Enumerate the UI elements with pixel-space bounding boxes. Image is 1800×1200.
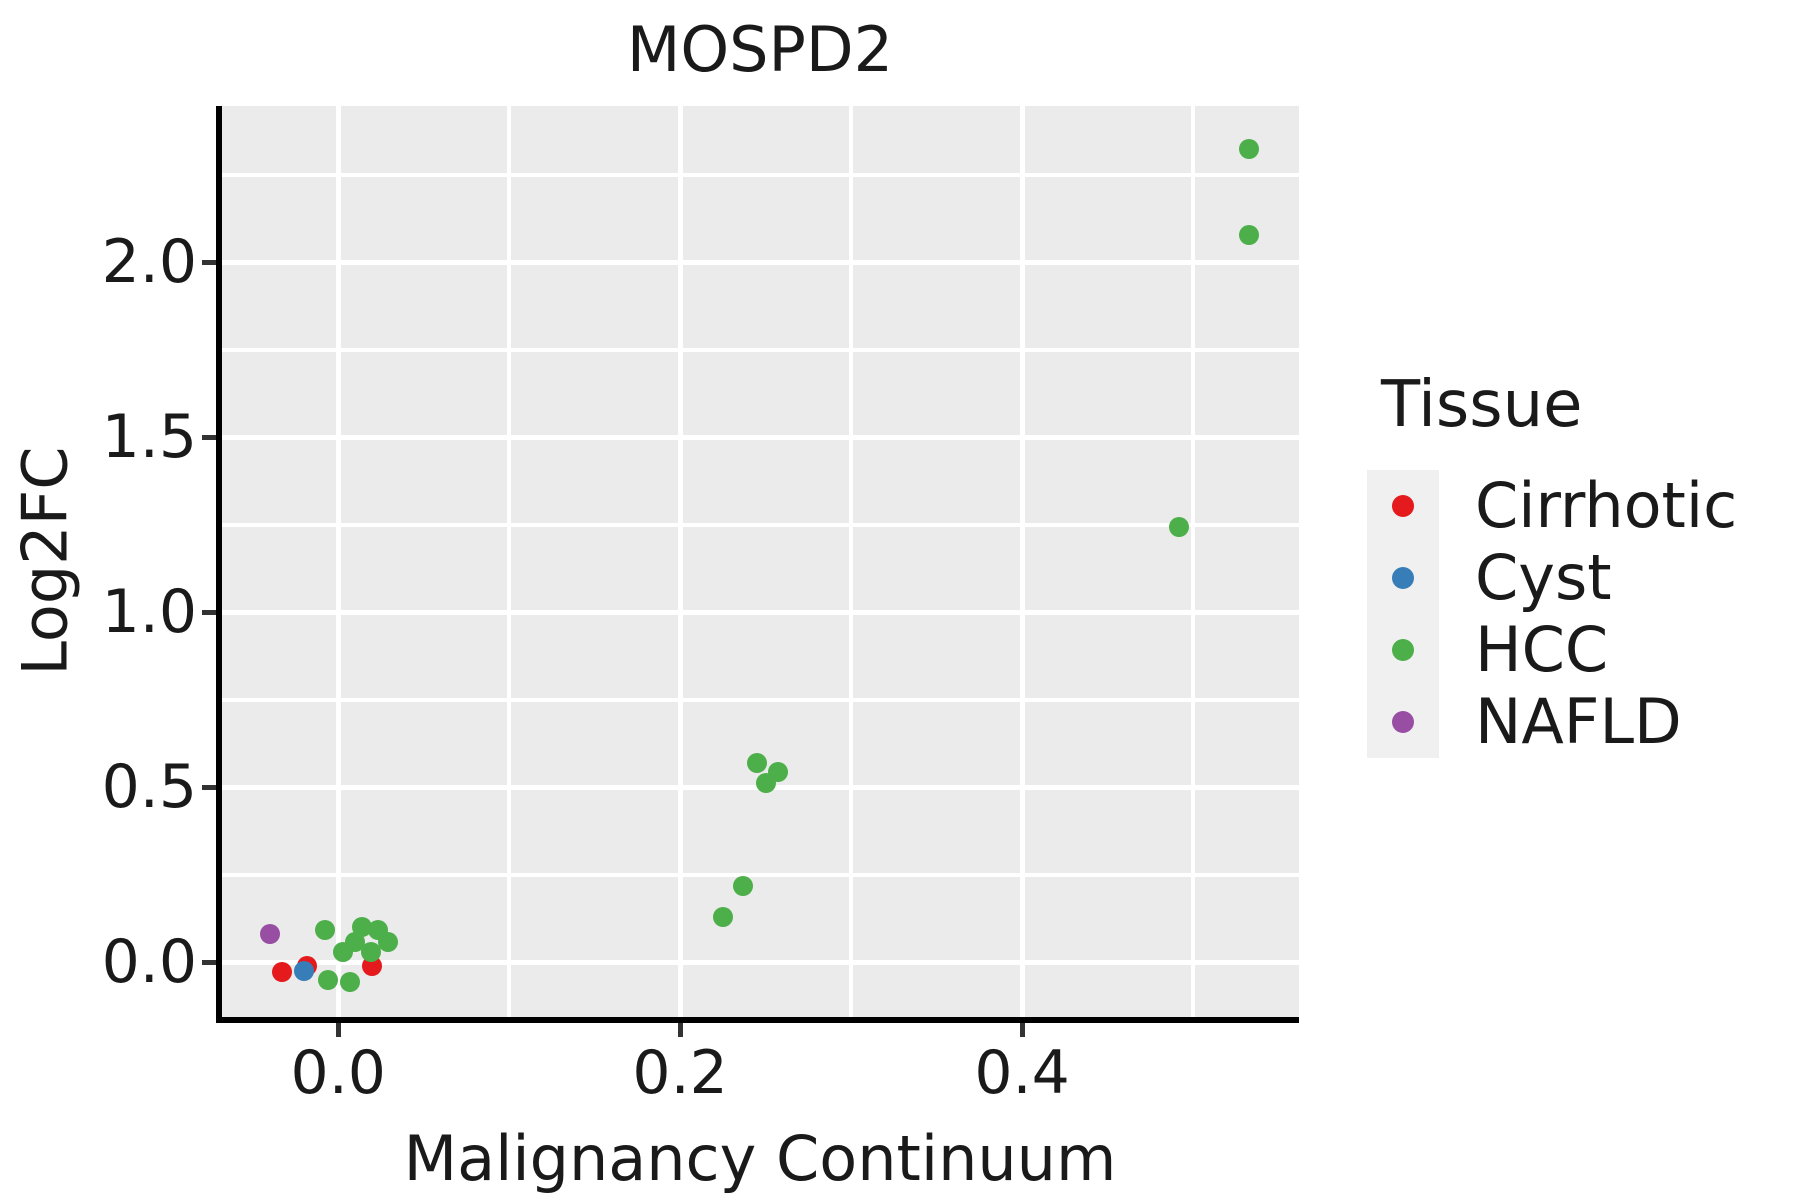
y-major-gridline	[222, 259, 1299, 265]
x-tick-label: 0.0	[290, 1038, 386, 1108]
data-point-hcc	[1239, 139, 1260, 160]
y-axis-title: Log2FC	[8, 446, 82, 676]
y-tick-label: 0.0	[101, 927, 197, 998]
data-point-cirrhotic	[271, 962, 292, 983]
legend-item-label: Cyst	[1475, 541, 1612, 614]
data-point-hcc	[712, 906, 733, 927]
y-major-gridline	[222, 959, 1299, 965]
y-minor-gridline	[222, 172, 1299, 177]
y-tick-label: 2.0	[101, 227, 197, 298]
x-minor-gridline	[507, 106, 512, 1017]
legend-item-label: HCC	[1475, 613, 1609, 686]
legend-item-cyst: Cyst	[1367, 542, 1737, 614]
x-tick-label: 0.2	[632, 1038, 728, 1108]
y-minor-gridline	[222, 697, 1299, 702]
data-point-hcc	[333, 941, 354, 962]
x-tick-mark	[1019, 1023, 1025, 1037]
legend-item-label: Cirrhotic	[1475, 469, 1738, 542]
data-point-hcc	[377, 932, 398, 953]
legend-item-hcc: HCC	[1367, 614, 1737, 686]
data-point-hcc	[340, 972, 361, 992]
x-major-gridline	[335, 106, 341, 1017]
y-tick-label: 0.5	[101, 752, 197, 823]
data-point-hcc	[352, 917, 373, 938]
data-point-hcc	[1239, 225, 1260, 246]
y-major-gridline	[222, 434, 1299, 440]
data-point-hcc	[733, 876, 754, 897]
legend-key	[1367, 686, 1439, 758]
x-tick-mark	[677, 1023, 683, 1037]
legend-dot-cyst	[1392, 567, 1414, 589]
legend-title: Tissue	[1381, 368, 1583, 442]
x-tick-mark	[335, 1023, 341, 1037]
x-major-gridline	[677, 106, 683, 1017]
y-minor-gridline	[222, 522, 1299, 527]
x-axis-title: Malignancy Continuum	[403, 1122, 1117, 1195]
data-point-hcc	[1169, 517, 1190, 538]
legend-items: Cirrhotic Cyst HCC NAFLD	[1367, 470, 1737, 758]
data-point-hcc	[747, 752, 768, 773]
chart-title: MOSPD2	[626, 13, 894, 86]
legend-item-nafld: NAFLD	[1367, 686, 1737, 758]
legend-item-label: NAFLD	[1475, 685, 1682, 758]
x-axis-line	[216, 1017, 1299, 1023]
data-point-hcc	[755, 773, 776, 794]
y-tick-label: 1.5	[101, 402, 197, 473]
legend-item-cirrhotic: Cirrhotic	[1367, 470, 1737, 542]
y-axis-line	[216, 106, 222, 1023]
legend-dot-nafld	[1392, 711, 1414, 733]
y-tick-mark	[202, 434, 216, 440]
x-minor-gridline	[849, 106, 854, 1017]
legend-key	[1367, 470, 1439, 542]
data-point-hcc	[317, 969, 338, 990]
data-point-nafld	[259, 924, 280, 945]
y-major-gridline	[222, 609, 1299, 615]
x-major-gridline	[1019, 106, 1025, 1017]
data-point-cyst	[294, 961, 315, 982]
legend-key	[1367, 542, 1439, 614]
legend-dot-cirrhotic	[1392, 495, 1414, 517]
y-minor-gridline	[222, 347, 1299, 352]
plot-panel	[222, 106, 1299, 1017]
x-minor-gridline	[1191, 106, 1195, 1017]
legend-key	[1367, 614, 1439, 686]
data-point-hcc	[360, 941, 381, 962]
y-tick-mark	[202, 259, 216, 265]
y-tick-mark	[202, 959, 216, 965]
y-tick-label: 1.0	[101, 577, 197, 648]
data-point-hcc	[314, 920, 335, 941]
y-minor-gridline	[222, 872, 1299, 877]
legend-dot-hcc	[1392, 639, 1414, 661]
x-tick-label: 0.4	[974, 1038, 1070, 1108]
legend: Tissue Cirrhotic Cyst HCC NAFLD	[1367, 368, 1737, 758]
y-tick-mark	[202, 784, 216, 790]
y-tick-mark	[202, 609, 216, 615]
